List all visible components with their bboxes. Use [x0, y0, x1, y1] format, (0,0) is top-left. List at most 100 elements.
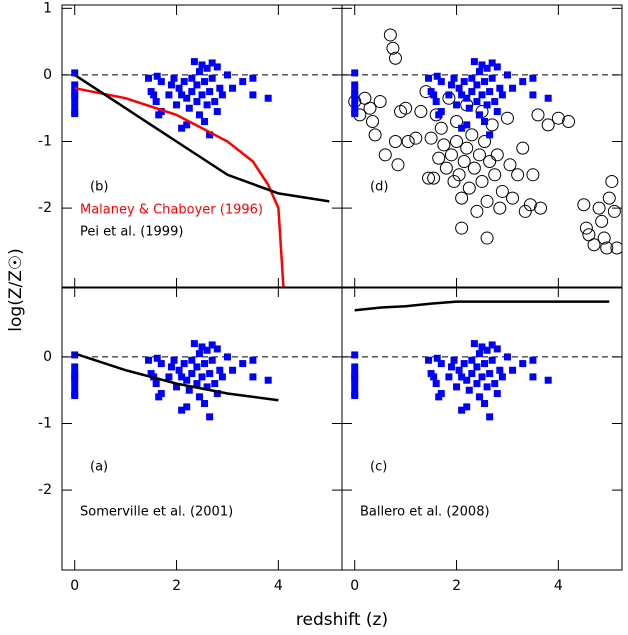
data-point	[180, 78, 188, 86]
data-point	[481, 118, 489, 126]
data-point	[607, 204, 621, 218]
data-point	[185, 104, 193, 112]
data-point	[498, 91, 506, 99]
data-point	[180, 360, 188, 368]
data-point	[475, 68, 483, 76]
data-point	[468, 74, 476, 82]
panel-label: (d)	[370, 180, 388, 195]
data-point	[503, 71, 511, 79]
data-point	[529, 91, 537, 99]
data-point	[71, 94, 79, 102]
data-point	[157, 78, 165, 86]
data-point	[249, 91, 257, 99]
data-point	[193, 98, 201, 106]
data-point	[483, 154, 497, 168]
data-point	[201, 78, 209, 86]
data-point	[175, 366, 183, 374]
data-point	[450, 74, 458, 82]
data-point	[483, 64, 491, 72]
legend-label: Somerville et al. (2001)	[80, 505, 233, 520]
y-tick-label: 0	[43, 349, 52, 365]
panel-label: (c)	[370, 460, 387, 475]
data-point	[478, 135, 492, 149]
data-point	[529, 373, 537, 381]
data-point	[488, 168, 502, 182]
data-point	[491, 98, 499, 106]
data-point	[495, 184, 509, 198]
data-point	[518, 204, 532, 218]
data-point	[193, 81, 201, 89]
panel-frame	[341, 4, 623, 289]
data-point	[468, 370, 476, 378]
data-point	[71, 363, 79, 371]
data-point	[465, 386, 473, 394]
data-point	[201, 400, 209, 408]
data-point	[450, 135, 464, 149]
data-point	[462, 181, 476, 195]
data-point	[445, 373, 453, 381]
data-point	[383, 28, 397, 42]
data-point	[473, 380, 481, 388]
data-point	[480, 231, 494, 245]
data-point	[351, 69, 359, 77]
data-point	[529, 74, 537, 82]
data-point	[218, 91, 226, 99]
data-point	[203, 64, 211, 72]
legend-label: Pei et al. (1999)	[80, 225, 183, 240]
data-point	[193, 380, 201, 388]
x-tick-label: 4	[554, 578, 563, 594]
data-point	[368, 128, 382, 142]
data-point	[170, 74, 178, 82]
data-point	[511, 168, 525, 182]
data-point	[167, 363, 175, 371]
data-point	[351, 94, 359, 102]
data-point	[577, 198, 591, 212]
data-point	[434, 121, 448, 135]
data-point	[378, 148, 392, 162]
legend-label: Malaney & Chaboyer (1996)	[80, 203, 263, 218]
data-point	[71, 392, 79, 400]
data-point	[478, 373, 486, 381]
data-point	[183, 403, 191, 411]
data-point	[203, 101, 211, 109]
data-point	[496, 366, 504, 374]
data-point	[475, 111, 483, 119]
data-point	[488, 356, 496, 364]
data-point	[486, 88, 494, 96]
data-point	[437, 360, 445, 368]
data-point	[422, 171, 436, 185]
data-point	[610, 241, 622, 255]
data-point	[463, 94, 471, 102]
data-point	[399, 101, 413, 115]
data-point	[155, 393, 163, 401]
data-point	[195, 393, 203, 401]
data-point	[465, 128, 479, 142]
data-point	[386, 41, 400, 55]
data-point	[153, 354, 161, 362]
data-point	[425, 74, 433, 82]
data-point	[488, 341, 496, 349]
data-point	[483, 346, 491, 354]
data-point	[475, 350, 483, 358]
data-point	[190, 340, 198, 348]
data-point	[165, 91, 173, 99]
data-point	[213, 390, 221, 398]
panel-frame	[341, 286, 623, 571]
x-axis-label: redshift (z)	[296, 610, 388, 630]
data-point	[506, 191, 520, 205]
data-point	[178, 91, 186, 99]
data-point	[460, 360, 468, 368]
y-tick-label: 1	[43, 0, 52, 16]
data-point	[198, 61, 206, 69]
data-point	[470, 58, 478, 66]
data-point	[213, 63, 221, 71]
data-point	[478, 61, 486, 69]
data-point	[190, 58, 198, 66]
data-point	[264, 376, 272, 384]
x-tick-label: 4	[274, 578, 283, 594]
data-point	[351, 383, 359, 391]
data-point	[493, 201, 507, 215]
data-point	[170, 356, 178, 364]
data-point	[486, 413, 494, 421]
data-point	[481, 78, 489, 86]
